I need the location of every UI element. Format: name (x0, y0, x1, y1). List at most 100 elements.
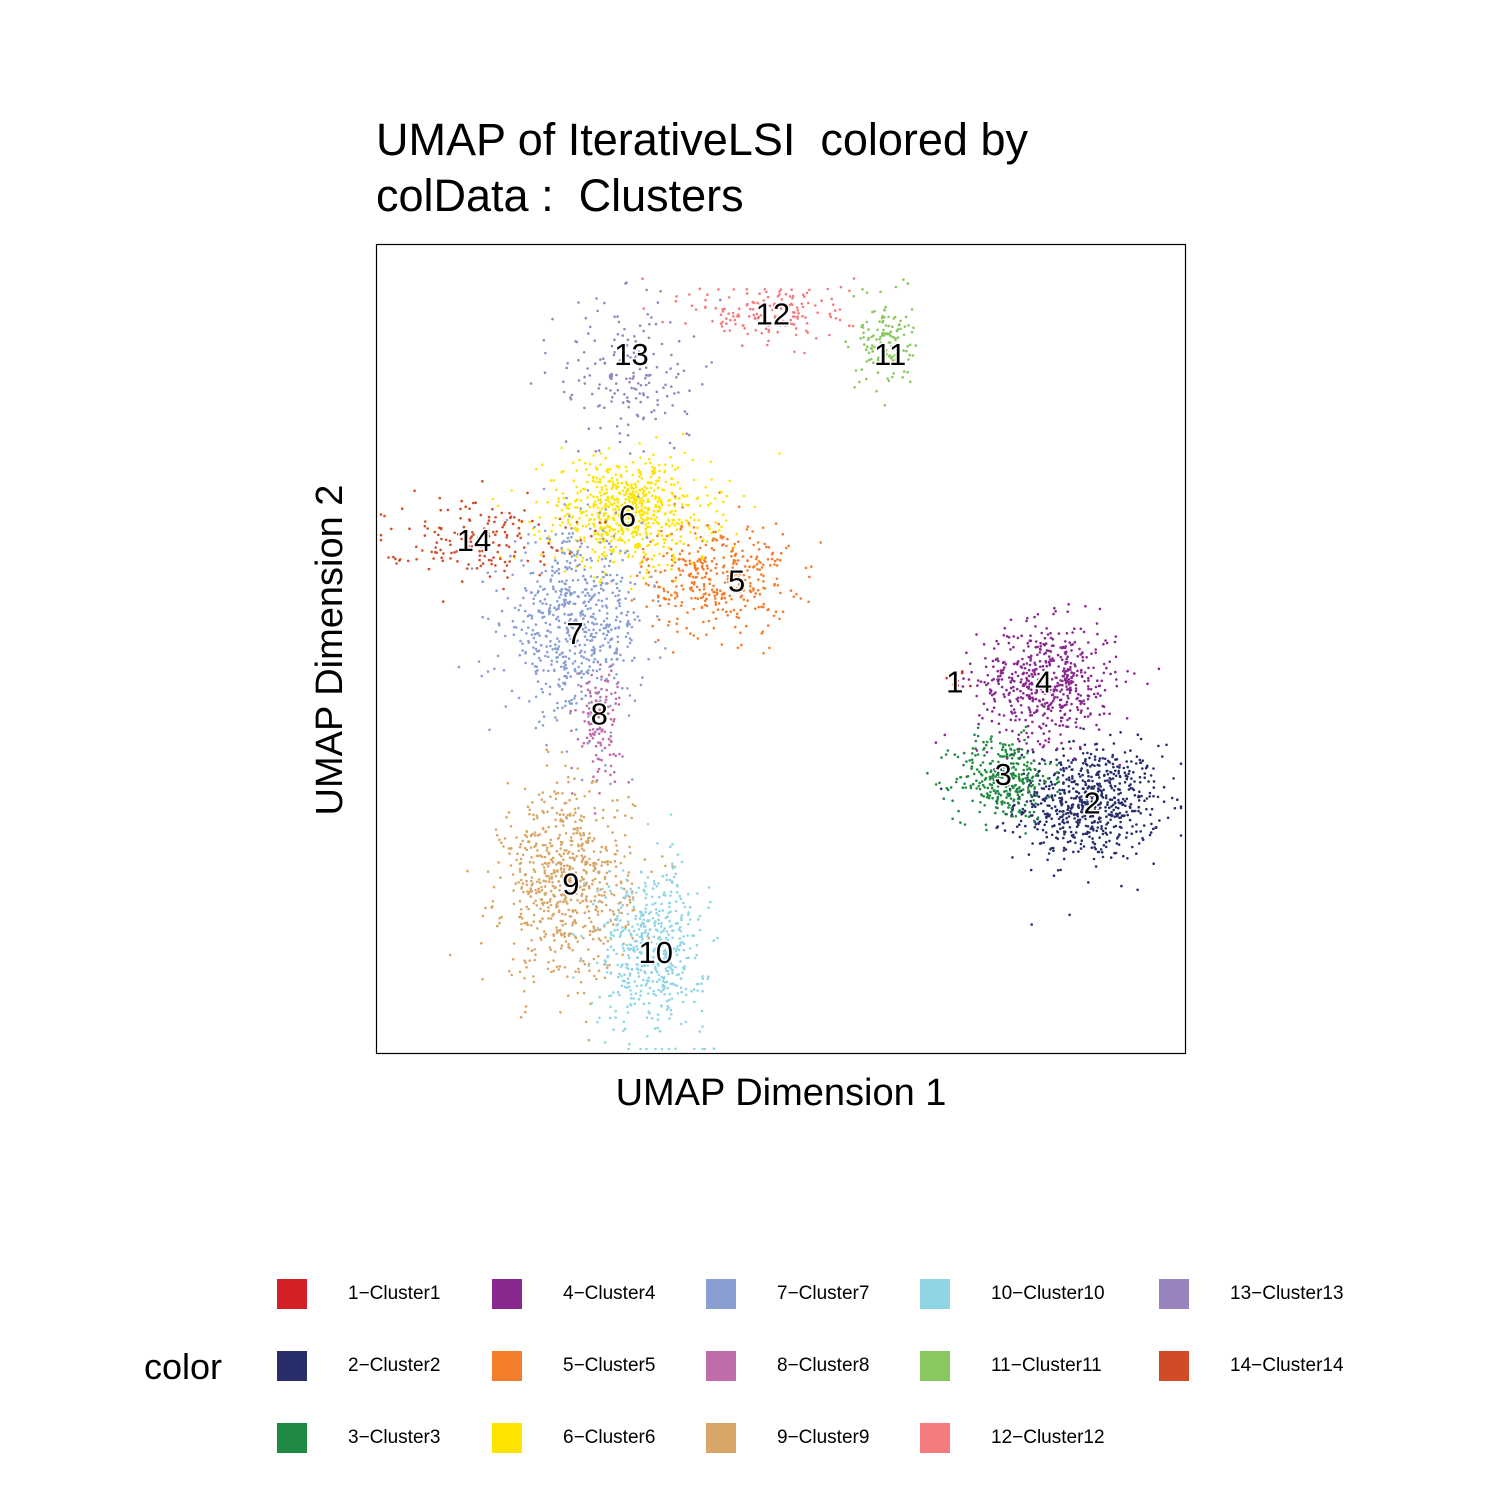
point (549, 903, 553, 907)
point (612, 676, 616, 680)
point (635, 525, 638, 529)
point (532, 913, 536, 917)
point (486, 870, 490, 873)
point (655, 942, 659, 946)
point (1068, 740, 1071, 743)
point (665, 551, 669, 555)
point (593, 525, 596, 528)
point (509, 554, 512, 558)
point (764, 327, 768, 331)
point (609, 717, 613, 721)
point (709, 569, 713, 572)
point (549, 889, 553, 893)
point (644, 462, 648, 465)
point (579, 879, 582, 883)
point (630, 968, 634, 971)
point (710, 588, 714, 591)
point (627, 920, 630, 923)
point (544, 569, 548, 573)
point (636, 968, 640, 971)
point (684, 987, 688, 991)
point (575, 911, 579, 914)
point (590, 1001, 594, 1005)
point (617, 491, 621, 495)
point (1027, 687, 1030, 690)
point (1079, 671, 1083, 674)
point (1094, 685, 1098, 689)
point (671, 464, 674, 468)
point (534, 726, 538, 730)
point (1111, 803, 1115, 807)
point (992, 647, 996, 650)
point (532, 646, 535, 649)
point (996, 797, 999, 801)
point (1036, 828, 1039, 831)
point (689, 632, 692, 635)
point (572, 814, 575, 817)
point (1105, 815, 1108, 818)
point (647, 944, 650, 947)
point (549, 479, 553, 482)
point (547, 906, 550, 909)
point (566, 902, 569, 905)
point (1029, 634, 1032, 637)
point (571, 923, 574, 927)
point (612, 534, 616, 538)
point (656, 479, 660, 483)
point (959, 775, 963, 779)
point (542, 909, 546, 913)
point (627, 539, 630, 542)
point (530, 633, 534, 636)
point (733, 625, 737, 629)
point (525, 632, 528, 635)
point (710, 478, 713, 481)
point (1016, 699, 1020, 703)
point (581, 627, 585, 631)
point (997, 659, 1000, 663)
point (630, 492, 633, 496)
point (636, 506, 639, 509)
point (551, 860, 555, 864)
point (545, 874, 548, 878)
point (652, 956, 655, 959)
point (1004, 765, 1007, 769)
point (1118, 825, 1122, 829)
point (1106, 803, 1109, 806)
point (657, 522, 660, 526)
point (616, 798, 619, 802)
point (1044, 831, 1048, 834)
point (568, 798, 571, 802)
point (541, 917, 544, 920)
point (991, 710, 994, 713)
point (1057, 780, 1061, 784)
point (988, 692, 992, 695)
point (681, 549, 684, 552)
point (926, 771, 929, 775)
point (545, 645, 548, 648)
point (951, 817, 954, 821)
point (1176, 798, 1179, 801)
point (530, 879, 533, 883)
point (793, 311, 796, 314)
point (618, 465, 621, 469)
point (780, 314, 784, 318)
point (607, 712, 610, 715)
point (556, 637, 559, 640)
point (631, 490, 635, 493)
point (648, 457, 651, 461)
point (1089, 687, 1093, 691)
point (606, 705, 610, 709)
point (1128, 805, 1132, 808)
point (1069, 661, 1073, 665)
point (582, 622, 585, 626)
point (1078, 796, 1081, 799)
point (577, 806, 580, 810)
point (679, 977, 683, 980)
point (1113, 801, 1117, 805)
point (1010, 806, 1013, 810)
point (642, 307, 645, 310)
point (657, 914, 660, 917)
point (1090, 846, 1094, 849)
point (598, 791, 601, 795)
point (600, 845, 604, 849)
